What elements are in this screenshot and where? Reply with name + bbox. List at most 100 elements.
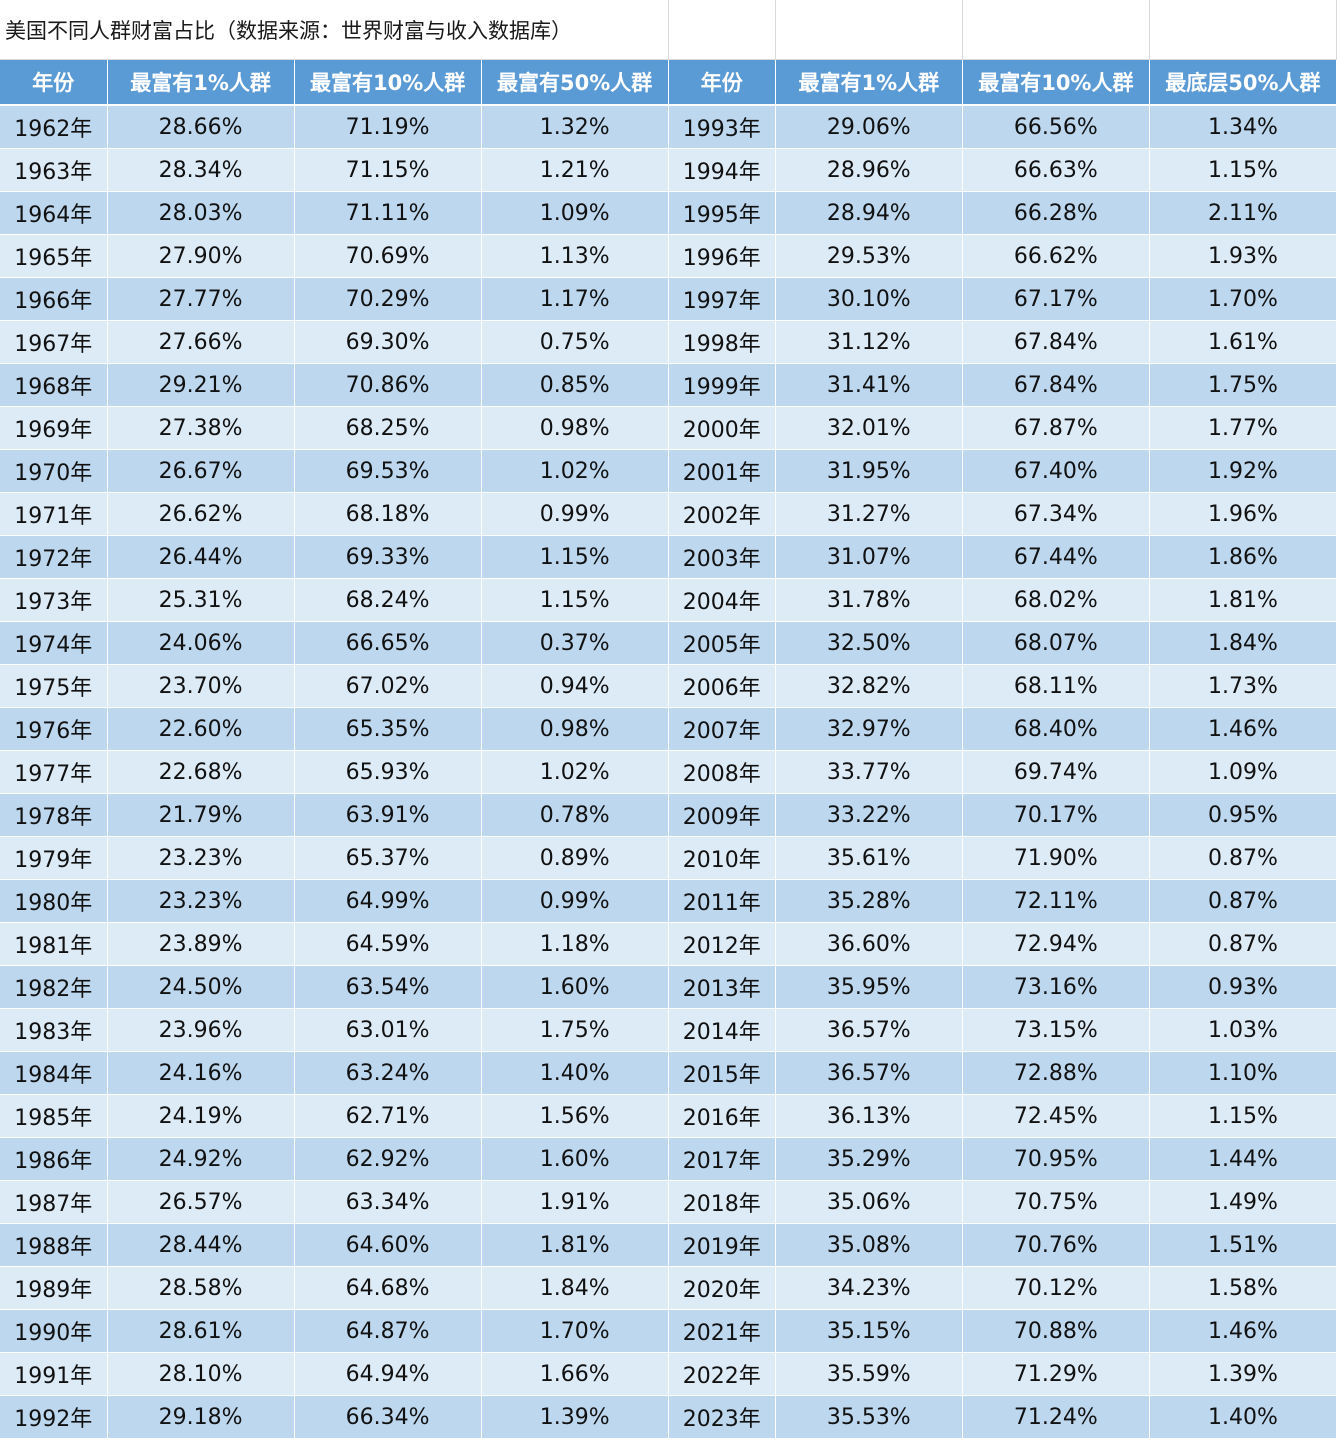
- cell-top10-right[interactable]: 70.75%: [962, 1180, 1150, 1224]
- cell-top50-left[interactable]: 1.40%: [481, 1051, 669, 1095]
- cell-top1-right[interactable]: 35.08%: [775, 1223, 963, 1267]
- cell-year-left[interactable]: 1967年: [0, 320, 108, 364]
- cell-top50-left[interactable]: 1.17%: [481, 277, 669, 321]
- cell-top10-left[interactable]: 64.94%: [294, 1352, 482, 1396]
- cell-top1-left[interactable]: 27.77%: [107, 277, 295, 321]
- cell-year-left[interactable]: 1973年: [0, 578, 108, 622]
- cell-top50-left[interactable]: 1.15%: [481, 535, 669, 579]
- cell-top1-right[interactable]: 31.27%: [775, 492, 963, 536]
- cell-year-right[interactable]: 1997年: [668, 277, 776, 321]
- header-top10-left[interactable]: 最富有10%人群: [294, 59, 482, 106]
- cell-top10-left[interactable]: 62.92%: [294, 1137, 482, 1181]
- cell-top10-right[interactable]: 69.74%: [962, 750, 1150, 794]
- cell-top10-right[interactable]: 66.63%: [962, 148, 1150, 192]
- cell-top10-right[interactable]: 72.11%: [962, 879, 1150, 923]
- cell-top10-left[interactable]: 71.15%: [294, 148, 482, 192]
- cell-top50-left[interactable]: 1.02%: [481, 750, 669, 794]
- cell-top1-left[interactable]: 28.10%: [107, 1352, 295, 1396]
- cell-top1-right[interactable]: 32.01%: [775, 406, 963, 450]
- cell-top1-left[interactable]: 26.44%: [107, 535, 295, 579]
- cell-top1-left[interactable]: 24.92%: [107, 1137, 295, 1181]
- cell-top10-left[interactable]: 70.69%: [294, 234, 482, 278]
- empty-cell[interactable]: [775, 0, 963, 60]
- cell-top10-left[interactable]: 66.65%: [294, 621, 482, 665]
- cell-year-right[interactable]: 2009年: [668, 793, 776, 837]
- cell-top10-left[interactable]: 70.86%: [294, 363, 482, 407]
- cell-top1-right[interactable]: 31.07%: [775, 535, 963, 579]
- cell-year-left[interactable]: 1963年: [0, 148, 108, 192]
- cell-year-left[interactable]: 1989年: [0, 1266, 108, 1310]
- cell-top1-left[interactable]: 24.06%: [107, 621, 295, 665]
- cell-top1-left[interactable]: 23.23%: [107, 836, 295, 880]
- header-top1-right[interactable]: 最富有1%人群: [775, 59, 963, 106]
- cell-top50-left[interactable]: 0.37%: [481, 621, 669, 665]
- cell-top10-left[interactable]: 68.18%: [294, 492, 482, 536]
- cell-top10-right[interactable]: 68.02%: [962, 578, 1150, 622]
- cell-bottom50-right[interactable]: 1.61%: [1149, 320, 1337, 364]
- cell-year-left[interactable]: 1990年: [0, 1309, 108, 1353]
- cell-top50-left[interactable]: 1.75%: [481, 1008, 669, 1052]
- cell-bottom50-right[interactable]: 1.34%: [1149, 105, 1337, 149]
- cell-year-right[interactable]: 2016年: [668, 1094, 776, 1138]
- cell-bottom50-right[interactable]: 1.86%: [1149, 535, 1337, 579]
- cell-top10-left[interactable]: 63.34%: [294, 1180, 482, 1224]
- empty-cell[interactable]: [1149, 0, 1337, 60]
- cell-year-right[interactable]: 2000年: [668, 406, 776, 450]
- cell-bottom50-right[interactable]: 1.81%: [1149, 578, 1337, 622]
- cell-year-left[interactable]: 1984年: [0, 1051, 108, 1095]
- cell-year-right[interactable]: 2001年: [668, 449, 776, 493]
- cell-bottom50-right[interactable]: 1.03%: [1149, 1008, 1337, 1052]
- cell-top1-left[interactable]: 28.03%: [107, 191, 295, 235]
- cell-top1-right[interactable]: 28.94%: [775, 191, 963, 235]
- cell-top50-left[interactable]: 1.70%: [481, 1309, 669, 1353]
- cell-top10-right[interactable]: 67.34%: [962, 492, 1150, 536]
- cell-bottom50-right[interactable]: 1.58%: [1149, 1266, 1337, 1310]
- cell-top1-right[interactable]: 35.06%: [775, 1180, 963, 1224]
- cell-year-left[interactable]: 1969年: [0, 406, 108, 450]
- cell-year-left[interactable]: 1987年: [0, 1180, 108, 1224]
- cell-top1-left[interactable]: 28.34%: [107, 148, 295, 192]
- cell-top1-left[interactable]: 22.68%: [107, 750, 295, 794]
- cell-year-right[interactable]: 2011年: [668, 879, 776, 923]
- cell-top10-right[interactable]: 67.84%: [962, 320, 1150, 364]
- cell-top1-right[interactable]: 31.95%: [775, 449, 963, 493]
- cell-top1-right[interactable]: 35.95%: [775, 965, 963, 1009]
- cell-year-left[interactable]: 1985年: [0, 1094, 108, 1138]
- cell-top1-right[interactable]: 31.78%: [775, 578, 963, 622]
- cell-top10-right[interactable]: 72.45%: [962, 1094, 1150, 1138]
- cell-top10-left[interactable]: 67.02%: [294, 664, 482, 708]
- cell-year-right[interactable]: 1995年: [668, 191, 776, 235]
- cell-top1-right[interactable]: 30.10%: [775, 277, 963, 321]
- cell-top10-right[interactable]: 70.95%: [962, 1137, 1150, 1181]
- cell-top50-left[interactable]: 0.89%: [481, 836, 669, 880]
- cell-top10-right[interactable]: 70.17%: [962, 793, 1150, 837]
- cell-top50-left[interactable]: 0.98%: [481, 707, 669, 751]
- header-top10-right[interactable]: 最富有10%人群: [962, 59, 1150, 106]
- cell-top10-left[interactable]: 62.71%: [294, 1094, 482, 1138]
- cell-top50-left[interactable]: 0.94%: [481, 664, 669, 708]
- cell-year-right[interactable]: 2003年: [668, 535, 776, 579]
- cell-year-right[interactable]: 2005年: [668, 621, 776, 665]
- cell-bottom50-right[interactable]: 1.46%: [1149, 707, 1337, 751]
- cell-top10-right[interactable]: 67.87%: [962, 406, 1150, 450]
- cell-year-right[interactable]: 1998年: [668, 320, 776, 364]
- empty-cell[interactable]: [668, 0, 776, 60]
- cell-year-right[interactable]: 2021年: [668, 1309, 776, 1353]
- cell-top10-left[interactable]: 64.68%: [294, 1266, 482, 1310]
- cell-top1-right[interactable]: 33.77%: [775, 750, 963, 794]
- cell-top50-left[interactable]: 1.02%: [481, 449, 669, 493]
- cell-year-right[interactable]: 2008年: [668, 750, 776, 794]
- cell-bottom50-right[interactable]: 0.87%: [1149, 922, 1337, 966]
- cell-top10-left[interactable]: 65.37%: [294, 836, 482, 880]
- cell-year-left[interactable]: 1971年: [0, 492, 108, 536]
- cell-bottom50-right[interactable]: 1.73%: [1149, 664, 1337, 708]
- cell-top10-left[interactable]: 65.93%: [294, 750, 482, 794]
- cell-year-right[interactable]: 2012年: [668, 922, 776, 966]
- cell-top1-left[interactable]: 22.60%: [107, 707, 295, 751]
- cell-top1-left[interactable]: 27.90%: [107, 234, 295, 278]
- cell-top10-right[interactable]: 68.11%: [962, 664, 1150, 708]
- cell-top1-right[interactable]: 35.61%: [775, 836, 963, 880]
- cell-top50-left[interactable]: 1.18%: [481, 922, 669, 966]
- cell-top1-left[interactable]: 24.19%: [107, 1094, 295, 1138]
- cell-top1-right[interactable]: 28.96%: [775, 148, 963, 192]
